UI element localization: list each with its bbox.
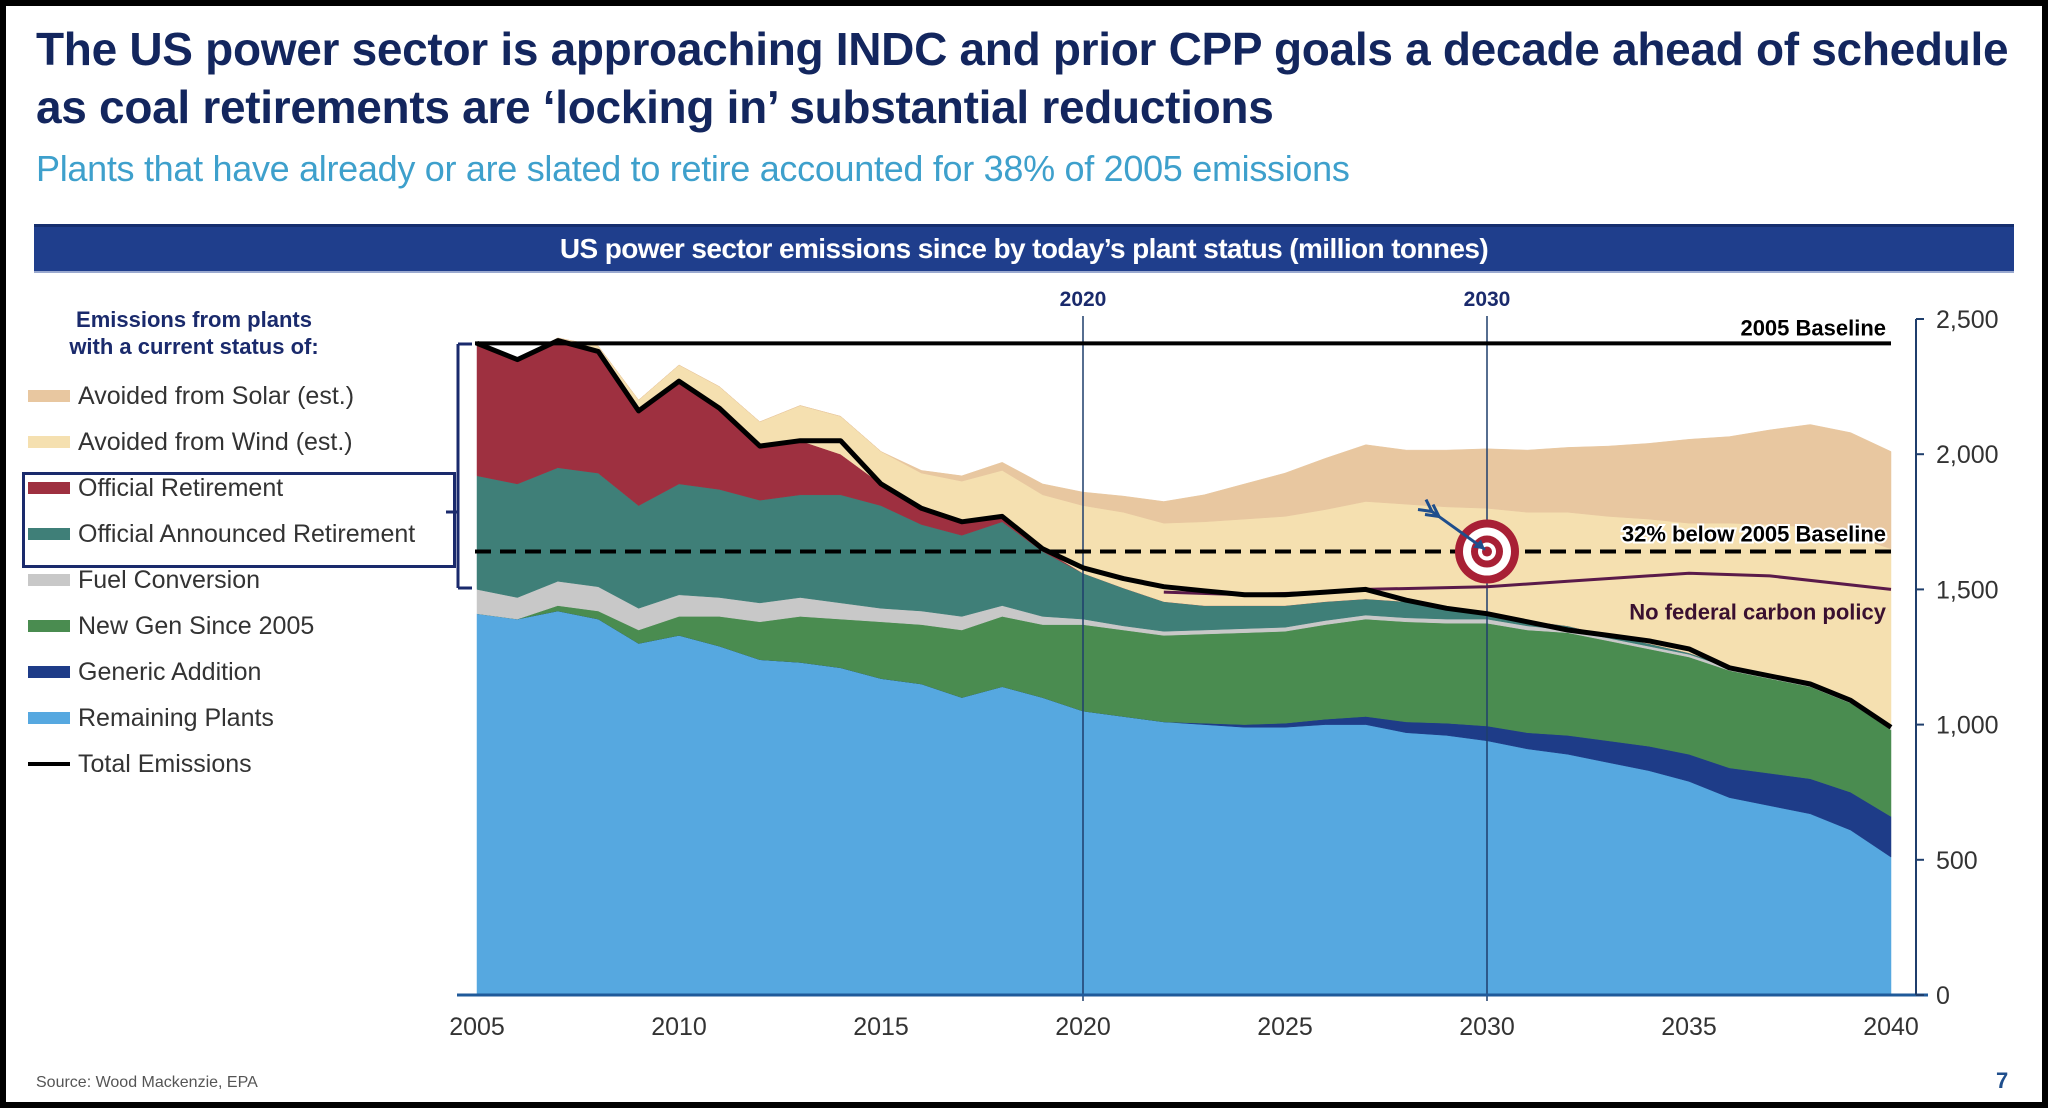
y-tick-label: 500 bbox=[1936, 847, 1978, 875]
y-tick-label: 1,000 bbox=[1936, 712, 1999, 740]
legend-label: Remaining Plants bbox=[78, 703, 274, 732]
legend-swatch bbox=[28, 620, 70, 632]
overlay-lines bbox=[475, 316, 1893, 1001]
legend-swatch bbox=[28, 390, 70, 402]
legend-item: Fuel Conversion bbox=[28, 565, 260, 595]
legend-label: Official Announced Retirement bbox=[78, 519, 416, 548]
arrow-fletching bbox=[1417, 498, 1441, 519]
slide-subtitle: Plants that have already or are slated t… bbox=[36, 148, 1350, 189]
legend-heading: Emissions from plants with a current sta… bbox=[44, 306, 344, 360]
legend-heading-line2: with a current status of: bbox=[69, 334, 319, 359]
x-tick-label: 2030 bbox=[1459, 1013, 1515, 1041]
axes: 0 500 1,000 1,500 2,000 2,500 2005 2010 2015 2020… bbox=[449, 306, 1998, 1041]
legend-heading-line1: Emissions from plants bbox=[76, 307, 312, 332]
legend-label: Total Emissions bbox=[78, 749, 252, 778]
target-32pct-label: 32% below 2005 Baseline bbox=[1622, 522, 1886, 547]
x-tick-label: 2015 bbox=[853, 1013, 909, 1041]
y-tick-label: 2,000 bbox=[1936, 441, 1999, 469]
marker-label-2030: 2030 bbox=[1464, 288, 1511, 311]
legend-swatch bbox=[28, 666, 70, 678]
page-number: 7 bbox=[1996, 1068, 2009, 1093]
legend-label: Avoided from Solar (est.) bbox=[78, 381, 355, 410]
legend-label: New Gen Since 2005 bbox=[78, 611, 315, 640]
legend-swatch bbox=[28, 528, 70, 540]
slide: The US power sector is approaching INDC … bbox=[6, 6, 2042, 1102]
y-tick-label: 2,500 bbox=[1936, 306, 1999, 334]
legend-item: Official Announced Retirement bbox=[28, 519, 415, 549]
retirement-group-box bbox=[22, 472, 456, 568]
legend-item: Avoided from Solar (est.) bbox=[28, 381, 354, 411]
emissions-chart: 0 500 1,000 1,500 2,000 2,500 2005 2010 2015 2020… bbox=[446, 288, 1999, 1041]
legend-item: Official Retirement bbox=[28, 473, 283, 503]
legend-item: New Gen Since 2005 bbox=[28, 611, 314, 641]
marker-label-2020: 2020 bbox=[1060, 288, 1107, 311]
arrow-shaft bbox=[1431, 510, 1486, 551]
legend-item: Remaining Plants bbox=[28, 703, 274, 733]
legend-label: Fuel Conversion bbox=[78, 565, 261, 594]
y-tick-label: 1,500 bbox=[1936, 576, 1999, 604]
legend-label: Official Retirement bbox=[78, 473, 284, 502]
slide-title: The US power sector is approaching INDC … bbox=[36, 23, 2009, 133]
annotations: 2020 2030 2005 Baseline 32% below 2005 Base… bbox=[1060, 288, 1888, 624]
area-avoided-from-solar-est bbox=[476, 337, 1892, 550]
legend-item: Total Emissions bbox=[28, 749, 252, 779]
legend-label: Generic Addition bbox=[78, 657, 262, 686]
legend-swatch bbox=[28, 574, 70, 586]
legend-swatch bbox=[28, 436, 70, 448]
baseline-2005-label: 2005 Baseline bbox=[1740, 315, 1886, 340]
y-tick-label: 0 bbox=[1936, 982, 1950, 1010]
x-tick-label: 2035 bbox=[1661, 1013, 1717, 1041]
legend-swatch bbox=[28, 712, 70, 724]
target-bullseye-icon bbox=[1455, 519, 1519, 584]
chart-banner: US power sector emissions since by today… bbox=[34, 224, 2014, 273]
x-tick-label: 2010 bbox=[651, 1013, 707, 1041]
x-tick-label: 2020 bbox=[1055, 1013, 1111, 1041]
legend-swatch bbox=[28, 762, 70, 766]
x-tick-label: 2040 bbox=[1863, 1013, 1919, 1041]
stacked-areas bbox=[476, 337, 1892, 996]
retirement-bracket bbox=[446, 342, 472, 590]
x-tick-label: 2025 bbox=[1257, 1013, 1313, 1041]
legend-item: Generic Addition bbox=[28, 657, 261, 687]
x-tick-label: 2005 bbox=[449, 1013, 505, 1041]
no-policy-label: No federal carbon policy bbox=[1629, 599, 1886, 624]
legend-item: Avoided from Wind (est.) bbox=[28, 427, 353, 457]
legend-label: Avoided from Wind (est.) bbox=[78, 427, 353, 456]
legend-swatch bbox=[28, 482, 70, 494]
arrow-icon bbox=[1417, 498, 1486, 551]
total-emissions-line bbox=[476, 338, 1893, 730]
arrow-head bbox=[1473, 539, 1485, 550]
source-note: Source: Wood Mackenzie, EPA bbox=[36, 1074, 258, 1091]
